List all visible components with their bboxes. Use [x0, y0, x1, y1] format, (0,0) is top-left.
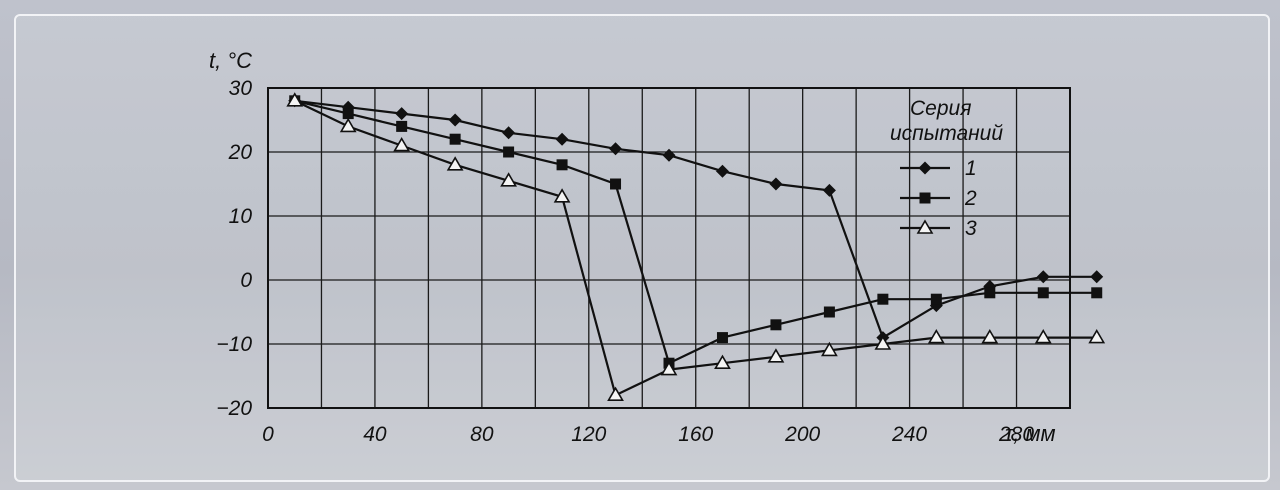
series-2-point [984, 287, 996, 299]
series-2-point [449, 133, 461, 145]
y-tick-label: −20 [216, 397, 252, 420]
x-tick-label: 240 [891, 423, 927, 446]
series-1-point [715, 164, 729, 178]
legend-marker [918, 161, 932, 175]
y-tick-label: 30 [229, 77, 253, 100]
series-2-point [342, 108, 354, 120]
series-3-point [714, 354, 731, 370]
series-1-point [609, 142, 623, 156]
x-tick-label: 160 [678, 423, 713, 446]
y-tick-label: −10 [216, 333, 252, 356]
y-tick-label: 10 [229, 205, 253, 228]
x-tick-label: 40 [363, 423, 387, 446]
grid [268, 88, 1070, 408]
series-3-point [500, 172, 517, 187]
plot-border [267, 87, 1071, 409]
x-tick-label: 80 [470, 423, 494, 446]
y-tick-labels: 30 20 10 0 −10 −20 [216, 77, 252, 420]
legend-entry-2: 2 [900, 187, 977, 210]
series-2-point [716, 332, 728, 344]
legend-entry-3: 3 [900, 217, 977, 240]
series-1-point [555, 132, 569, 146]
series-2-point [930, 293, 942, 305]
series-1-point [822, 183, 836, 197]
series-2-point [770, 319, 782, 331]
series-2-point [877, 293, 889, 305]
y-tick-label: 20 [228, 141, 253, 164]
series-1-point [395, 107, 409, 121]
series-3-point [339, 117, 357, 133]
legend: Серия испытаний 1 2 3 [890, 97, 1003, 240]
series-3-point [286, 92, 304, 107]
series-3-line [294, 99, 1097, 397]
x-tick-labels: 0 40 80 120 160 200 240 280 [262, 423, 1034, 446]
series-3 [286, 92, 1106, 402]
legend-marker [919, 192, 931, 204]
series-3-point [927, 329, 945, 344]
legend-label: 2 [964, 187, 977, 210]
legend-label: 3 [965, 217, 977, 240]
series-3-point [446, 156, 464, 171]
series-2-point [823, 306, 835, 318]
x-axis-title: τ, мм [1005, 421, 1056, 446]
x-tick-label: 120 [571, 423, 606, 446]
x-tick-label: 280 [998, 423, 1034, 446]
series-2-point [610, 178, 622, 190]
series-3-point [767, 348, 785, 363]
series-1-point [502, 126, 516, 140]
series-2-point [503, 146, 515, 158]
series-3-point [821, 341, 838, 357]
series-2-line [294, 99, 1097, 365]
series-2-point [396, 120, 408, 132]
series-3-point [874, 335, 892, 350]
series-2-point [556, 159, 568, 171]
series-3-point [1088, 329, 1106, 344]
y-axis-title: t, °C [209, 48, 252, 73]
series-1-point [448, 113, 462, 127]
series-1-point [1036, 270, 1050, 284]
series-3-point [1034, 329, 1052, 344]
series-2-point [1037, 287, 1049, 299]
y-tick-label: 0 [240, 269, 252, 292]
x-tick-label: 0 [262, 423, 274, 446]
x-tick-label: 200 [784, 423, 820, 446]
series-2-point [1091, 287, 1103, 299]
series-3-point [607, 386, 624, 402]
legend-marker [916, 219, 934, 234]
series-1-point [662, 148, 676, 162]
series-layer [286, 92, 1106, 402]
series-3-point [393, 137, 411, 152]
legend-label: 1 [965, 157, 977, 180]
series-1-point [1090, 270, 1104, 284]
legend-title-line2: испытаний [890, 122, 1003, 145]
series-3-point [660, 361, 678, 376]
series-3-point [981, 329, 999, 344]
series-1-point [769, 177, 783, 191]
series-3-point [553, 188, 571, 203]
legend-entry-1: 1 [900, 157, 977, 180]
legend-title-line1: Серия [910, 97, 971, 120]
